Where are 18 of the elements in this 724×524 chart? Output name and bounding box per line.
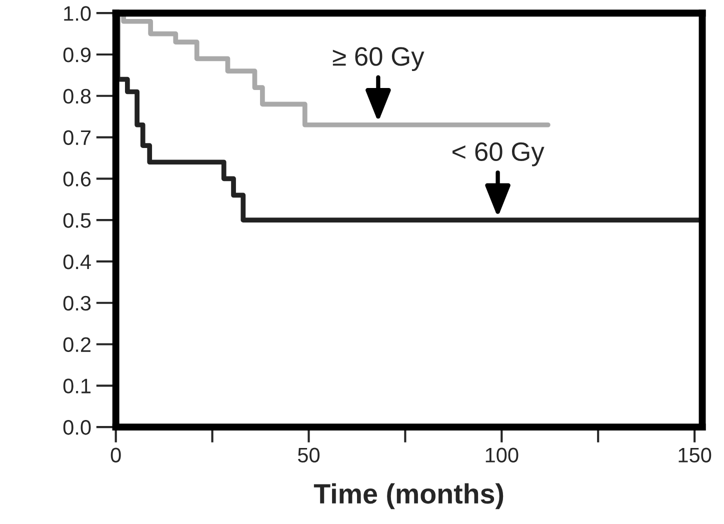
y-tick-label: 0.6	[63, 172, 91, 186]
x-tick-label: 50	[298, 448, 320, 462]
x-axis-title: Time (months)	[314, 483, 504, 510]
annotation: ≥ 60 Gy	[332, 47, 424, 72]
y-tick-label: 0.5	[63, 213, 91, 228]
y-tick-label: 0.0	[63, 420, 91, 435]
y-tick-label: 0.2	[63, 337, 90, 352]
x-tick-label: 150	[678, 448, 712, 462]
y-tick-label: 0.7	[63, 130, 90, 146]
annotation: < 60 Gy	[452, 142, 544, 166]
x-tick-label: 0	[110, 448, 121, 462]
y-tick-label: 0.4	[63, 254, 91, 270]
y-tick-label: 0.8	[63, 88, 91, 104]
y-tick-label: 1.0	[64, 6, 91, 21]
y-tick-label: 0.9	[63, 47, 91, 62]
y-tick-label: 0.1	[63, 378, 91, 394]
y-tick-label: 0.3	[63, 296, 91, 311]
x-tick-label: 100	[486, 448, 518, 462]
